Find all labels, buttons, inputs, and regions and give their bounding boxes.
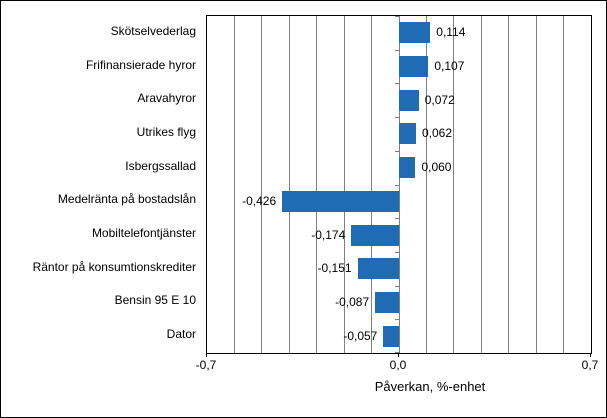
value-label: 0,072 (424, 92, 455, 107)
gridline (563, 16, 565, 353)
category-tick (394, 218, 399, 219)
category-label: Räntor på konsumtionskrediter (32, 259, 196, 274)
bar (375, 291, 399, 313)
x-tick-label: -0,7 (195, 358, 217, 372)
gridline (480, 16, 482, 353)
gridline (316, 16, 318, 353)
bar (399, 157, 416, 179)
bar (351, 224, 399, 246)
x-tick-label: 0,7 (581, 358, 599, 372)
bar (399, 123, 416, 145)
category-label: Utrikes flyg (136, 124, 196, 139)
category-label: Skötselvederlag (110, 23, 196, 38)
zero-axis-line (398, 16, 400, 353)
gridline (508, 16, 510, 353)
category-tick (394, 50, 399, 51)
category-tick (394, 185, 399, 186)
value-label: 0,060 (421, 160, 452, 175)
category-tick (394, 16, 399, 17)
x-tick-label: 0,0 (389, 358, 407, 372)
gridline (453, 16, 455, 353)
bar (399, 56, 429, 78)
category-label: Isbergssallad (125, 158, 196, 173)
gridline (343, 16, 345, 353)
category-label: Medelränta på bostadslån (57, 192, 196, 207)
x-axis-tick (397, 353, 399, 357)
gridline (425, 16, 427, 353)
category-tick (394, 117, 399, 118)
category-tick (394, 252, 399, 253)
category-label: Bensin 95 E 10 (114, 293, 196, 308)
bar (282, 190, 399, 212)
value-label: -0,174 (311, 227, 346, 242)
gridline (288, 16, 290, 353)
x-axis-tick (589, 353, 591, 357)
gridline (535, 16, 537, 353)
category-tick (394, 151, 399, 152)
value-label: 0,114 (436, 25, 466, 40)
bar (399, 22, 431, 44)
gridline (261, 16, 263, 353)
x-axis-tick (205, 353, 207, 357)
category-label: Dator (166, 327, 196, 342)
category-tick (394, 319, 399, 320)
value-label: 0,062 (422, 126, 453, 141)
value-label: -0,426 (242, 193, 277, 208)
value-label: -0,057 (343, 328, 378, 343)
gridline (233, 16, 235, 353)
value-label: -0,151 (317, 261, 352, 276)
bar (383, 325, 399, 347)
category-tick (394, 286, 399, 287)
bar (357, 258, 399, 280)
category-label: Aravahyror (137, 91, 196, 106)
gridline (371, 16, 373, 353)
bar (399, 89, 419, 111)
category-label: Mobiltelefontjänster (91, 226, 196, 241)
plot-area: 0,114 0,107 0,072 0,062 0,060 -0,426 -0,174 -0,… (206, 15, 592, 354)
value-label: -0,087 (335, 294, 370, 309)
category-tick (394, 352, 399, 353)
x-axis-title: Påverkan, %-enhet (374, 379, 486, 394)
category-label: Frifinansierade hyror (85, 57, 196, 72)
category-tick (394, 83, 399, 84)
value-label: 0,107 (434, 59, 465, 74)
